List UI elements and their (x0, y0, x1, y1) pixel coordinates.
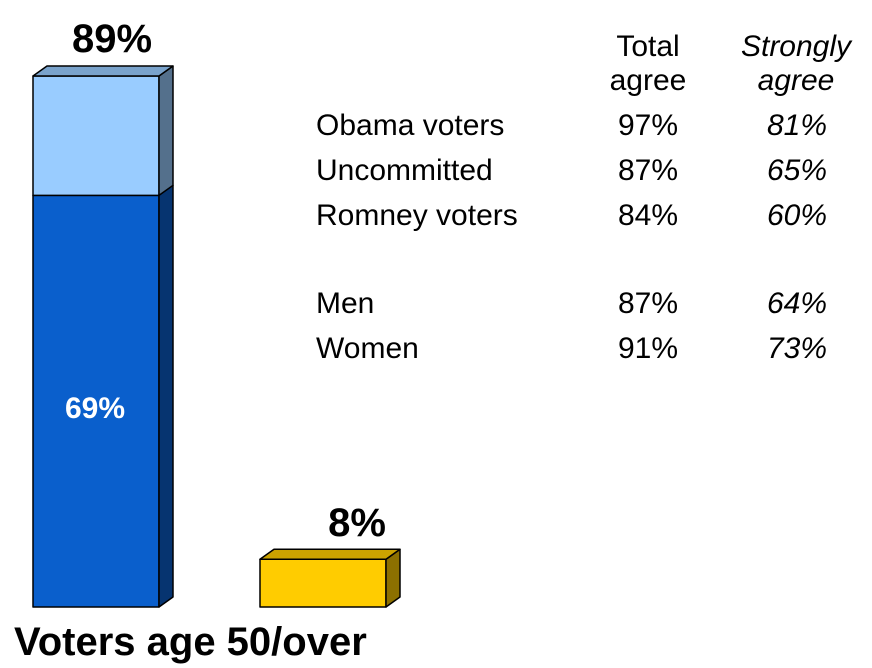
bar-2-segment-1 (259, 558, 387, 608)
bar-1-top-face (32, 65, 174, 77)
table-header-strongly-line2: agree (757, 64, 835, 97)
table-header-total: Total agree (578, 30, 718, 98)
row-total: 97% (617, 109, 679, 142)
row-strongly: 64% (766, 287, 828, 320)
row-total: 84% (617, 199, 679, 232)
row-strongly: 65% (766, 154, 828, 187)
table-header-total-line1: Total (616, 30, 680, 63)
bar-1-segment-2 (32, 75, 160, 197)
bar-1-inner-label: 69% (65, 392, 125, 425)
bar-1-segment-1-side (158, 184, 174, 608)
x-axis-label: Voters age 50/over (14, 620, 367, 664)
row-label: Obama voters (316, 109, 505, 142)
row-strongly: 81% (766, 109, 828, 142)
row-label: Romney voters (316, 199, 518, 232)
row-strongly: 60% (766, 199, 828, 232)
row-total: 91% (617, 332, 679, 365)
row-label: Uncommitted (316, 154, 493, 187)
table-header-total-line2: agree (609, 64, 687, 97)
row-strongly: 73% (766, 332, 828, 365)
table-header-strongly-line1: Strongly (740, 30, 852, 63)
bar-2-top-label: 8% (328, 501, 386, 545)
bar-1-top-label: 89% (72, 17, 152, 61)
bar-2-top-face (259, 548, 401, 561)
row-total: 87% (617, 287, 679, 320)
row-total: 87% (617, 154, 679, 187)
row-label: Women (316, 332, 419, 365)
table-header-strongly: Strongly agree (726, 30, 866, 98)
row-label: Men (316, 287, 375, 320)
bar-1-segment-2-side (158, 65, 174, 197)
bars-group (32, 65, 401, 608)
